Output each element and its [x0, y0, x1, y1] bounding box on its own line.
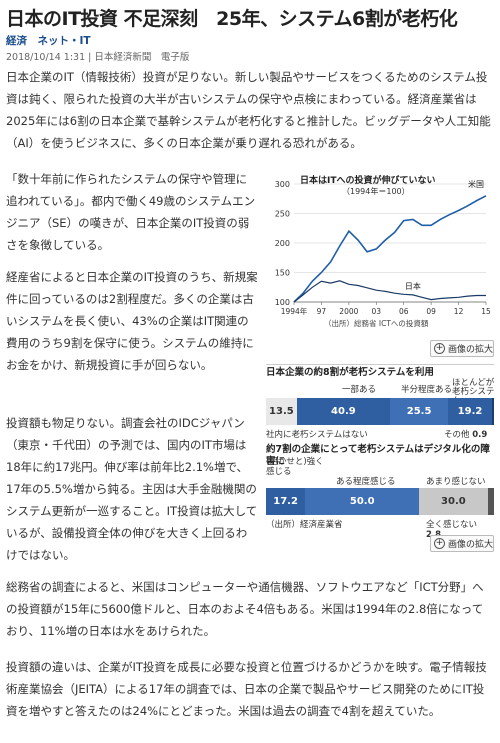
other-label: その他 [444, 430, 470, 440]
bar-segment: 19.2 [448, 398, 492, 425]
zoom-icon: + [434, 538, 445, 549]
cat-label-some: ある程度感じる [336, 477, 396, 487]
paragraph-4: 総務省の調査によると、米国はコンピューターや通信機器、ソフトウエアなど「ICT分… [6, 580, 484, 638]
y-tick-label: 200 [275, 239, 290, 248]
bar-chart-2-title: 約7割の企業にとって老朽システムはデジタル化の障害に [266, 444, 490, 467]
line-chart-figure: 100 150 200 250 300 1994年 97 2000 03 06 09 12 15 米国 日本… [266, 170, 494, 360]
x-tick-label: 06 [399, 307, 409, 316]
line-chart-source: （出所）総務省 ICTへの投資額 [324, 318, 429, 328]
bar-segment: 25.5 [390, 398, 449, 425]
stacked-bar-figure-1: 日本企業の約8割が老朽システムを利用 一部ある 半分程度ある ほとんどが老朽シス… [266, 367, 495, 442]
zoom-button-2[interactable]: + 画像の拡大 [430, 535, 494, 552]
bar-chart-1: 13.5 40.9 25.5 19.2 [266, 398, 494, 425]
bar-segment [491, 398, 494, 425]
headline: 日本のIT投資 不足深刻 25年、システム6割が老朽化 [6, 8, 458, 30]
y-tick-label: 250 [275, 210, 290, 219]
series-label-japan: 日本 [405, 281, 421, 291]
bar-segment: 40.9 [296, 398, 391, 425]
x-tick-label: 12 [454, 307, 464, 316]
bar-segment: 30.0 [419, 488, 488, 515]
x-tick-label: 1994年 [281, 306, 308, 316]
cat-label-strong: (足かせと)強く感じる [266, 457, 324, 477]
divider [266, 364, 494, 365]
x-tick-label: 15 [481, 307, 491, 316]
paragraph-3: 投資額も物足りない。調査会社のIDCジャパン（東京・千代田）の予測では、国内のI… [6, 416, 258, 562]
x-tick-label: 2000 [339, 307, 358, 316]
bar-chart-2-source: （出所）経済産業省 [266, 520, 343, 530]
bar-segment: 13.5 [266, 398, 297, 425]
paragraph-5: 投資額の違いは、企業がIT投資を成長に必要な投資と位置づけるかどうかを映す。電子… [6, 660, 487, 718]
cat-label-little: あまり感じない [426, 477, 486, 487]
bar-segment: 50.0 [305, 488, 420, 515]
series-line-us [293, 195, 487, 303]
y-tick-label: 150 [275, 269, 290, 278]
cat-label-other: その他 0.9 [444, 430, 487, 440]
other-value: 0.9 [472, 430, 488, 440]
y-tick-label: 300 [275, 180, 290, 189]
zoom-icon: + [434, 343, 445, 354]
zoom-button-1[interactable]: + 画像の拡大 [430, 340, 494, 357]
bar-segment: 17.2 [266, 488, 306, 515]
paragraph-2: 経産省によると日本企業のIT投資のうち、新規案件に回っているのは2割程度だ。多く… [6, 270, 258, 372]
zoom-label: 画像の拡大 [448, 345, 494, 355]
y-tick-label: 100 [275, 298, 290, 307]
cat-label-partial: 一部ある [342, 385, 377, 395]
stacked-bar-figure-2: 約7割の企業にとって老朽システムはデジタル化の障害に (足かせと)強く感じる あ… [266, 444, 494, 554]
x-tick-label: 09 [426, 307, 436, 316]
line-chart-title: 日本はITへの投資が伸びていない [300, 174, 436, 186]
bar-chart-1-title: 日本企業の約8割が老朽システムを利用 [266, 367, 434, 378]
cat-label-none: 社内に老朽システムはない [266, 430, 368, 440]
x-tick-label: 97 [317, 307, 327, 316]
line-chart-subtitle: （1994年＝100） [342, 186, 410, 196]
article-meta: 2018/10/14 1:31 | 日本経済新聞 電子版 [6, 52, 190, 63]
category-link[interactable]: 経済 ネット・IT [6, 35, 91, 47]
none-label: 全く感じない [426, 520, 478, 530]
series-label-us: 米国 [468, 179, 484, 189]
cat-label-half: 半分程度ある [401, 385, 453, 395]
x-tick-label: 03 [372, 307, 382, 316]
zoom-label: 画像の拡大 [448, 540, 494, 550]
lead-paragraph: 日本企業のIT（情報技術）投資が足りない。新しい製品やサービスをつくるためのシス… [6, 70, 491, 150]
series-line-japan [293, 280, 486, 303]
bar-chart-2: 17.2 50.0 30.0 [266, 488, 494, 515]
paragraph-1: 「数十年前に作られたシステムの保守や管理に追われている」。都内で働く49歳のシス… [6, 172, 256, 252]
bar-segment [487, 488, 494, 515]
